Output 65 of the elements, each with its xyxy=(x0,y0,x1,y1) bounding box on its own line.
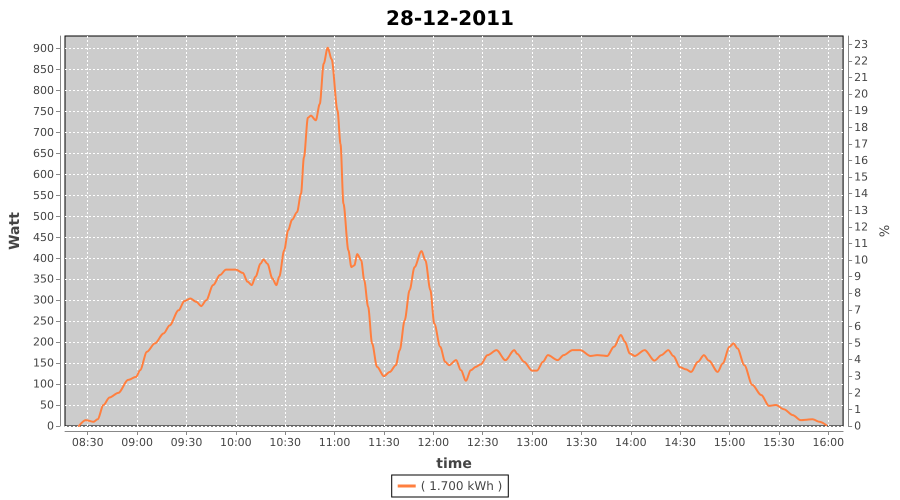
y2-tick-label: 20 xyxy=(854,88,868,101)
x-tick-label: 11:30 xyxy=(368,436,400,449)
y-tick-label: 150 xyxy=(33,356,54,370)
y-tick-label: 500 xyxy=(33,210,54,223)
y2-tick-label: 7 xyxy=(854,303,862,316)
y-tick-label: 450 xyxy=(33,230,54,244)
x-tick-label: 13:30 xyxy=(566,436,598,449)
x-tick-label: 15:00 xyxy=(714,436,746,449)
y2-tick-label: 3 xyxy=(854,370,862,383)
y-tick-label: 850 xyxy=(33,63,54,76)
y-tick-label: 100 xyxy=(33,378,54,391)
y-tick-label: 900 xyxy=(33,42,54,56)
y2-tick-label: 18 xyxy=(854,120,868,134)
x-tick-label: 09:00 xyxy=(121,436,153,449)
x-tick-label: 13:00 xyxy=(516,436,548,449)
x-axis-title: time xyxy=(436,456,472,472)
y2-tick-label: 16 xyxy=(854,154,868,167)
y-tick-label: 350 xyxy=(33,272,54,286)
y2-tick-label: 5 xyxy=(854,336,862,350)
y2-tick-label: 1 xyxy=(854,402,862,416)
y2-tick-label: 13 xyxy=(854,204,868,217)
y2-tick-label: 0 xyxy=(854,420,862,432)
y-tick-label: 650 xyxy=(33,146,54,160)
y-axis-title: Watt xyxy=(7,212,23,250)
x-tick-label: 11:00 xyxy=(318,436,350,449)
x-tick-label: 12:00 xyxy=(417,436,450,449)
y-tick-label: 50 xyxy=(40,398,54,412)
x-tick-label: 14:30 xyxy=(664,436,696,449)
chart-title: 28-12-2011 xyxy=(386,6,514,30)
x-tick-label: 10:30 xyxy=(269,436,302,449)
legend-label: ( 1.700 kWh ) xyxy=(420,479,502,493)
y2-tick-label: 11 xyxy=(854,236,868,250)
y2-tick-label: 17 xyxy=(854,137,868,150)
y2-tick-label: 2 xyxy=(854,386,862,400)
y2-axis-title: % xyxy=(878,224,893,238)
x-tick-label: 09:30 xyxy=(170,436,202,449)
y-tick-label: 550 xyxy=(33,188,54,202)
y2-tick-label: 10 xyxy=(854,254,868,267)
x-tick-label: 08:30 xyxy=(72,436,104,449)
y2-tick-label: 22 xyxy=(854,54,868,68)
y2-tick-label: 9 xyxy=(854,270,862,284)
x-tick-label: 16:00 xyxy=(812,436,844,449)
y-tick-label: 200 xyxy=(33,336,54,349)
y-tick-label: 250 xyxy=(33,314,54,328)
y-tick-label: 600 xyxy=(33,168,54,181)
x-tick-label: 15:30 xyxy=(763,436,795,449)
line-series xyxy=(78,46,828,427)
y2-tick-label: 4 xyxy=(854,353,862,366)
y2-tick-label: 21 xyxy=(854,70,868,84)
y2-tick-label: 19 xyxy=(854,104,868,118)
y-tick-label: 300 xyxy=(33,294,54,307)
y-tick-label: 700 xyxy=(33,126,54,139)
y-tick-label: 750 xyxy=(33,104,54,118)
x-tick-label: 14:00 xyxy=(614,436,647,449)
y2-tick-label: 8 xyxy=(854,286,862,300)
y-tick-label: 400 xyxy=(33,252,54,265)
y-tick-label: 0 xyxy=(47,420,54,432)
x-tick-label: 10:00 xyxy=(220,436,252,449)
y-tick-label: 800 xyxy=(33,84,54,98)
y2-tick-label: 12 xyxy=(854,220,868,234)
y2-tick-label: 15 xyxy=(854,170,868,184)
y2-tick-label: 14 xyxy=(854,187,868,200)
y2-tick-label: 23 xyxy=(854,38,868,51)
x-tick-label: 12:30 xyxy=(466,436,499,449)
y2-tick-label: 6 xyxy=(854,320,862,333)
